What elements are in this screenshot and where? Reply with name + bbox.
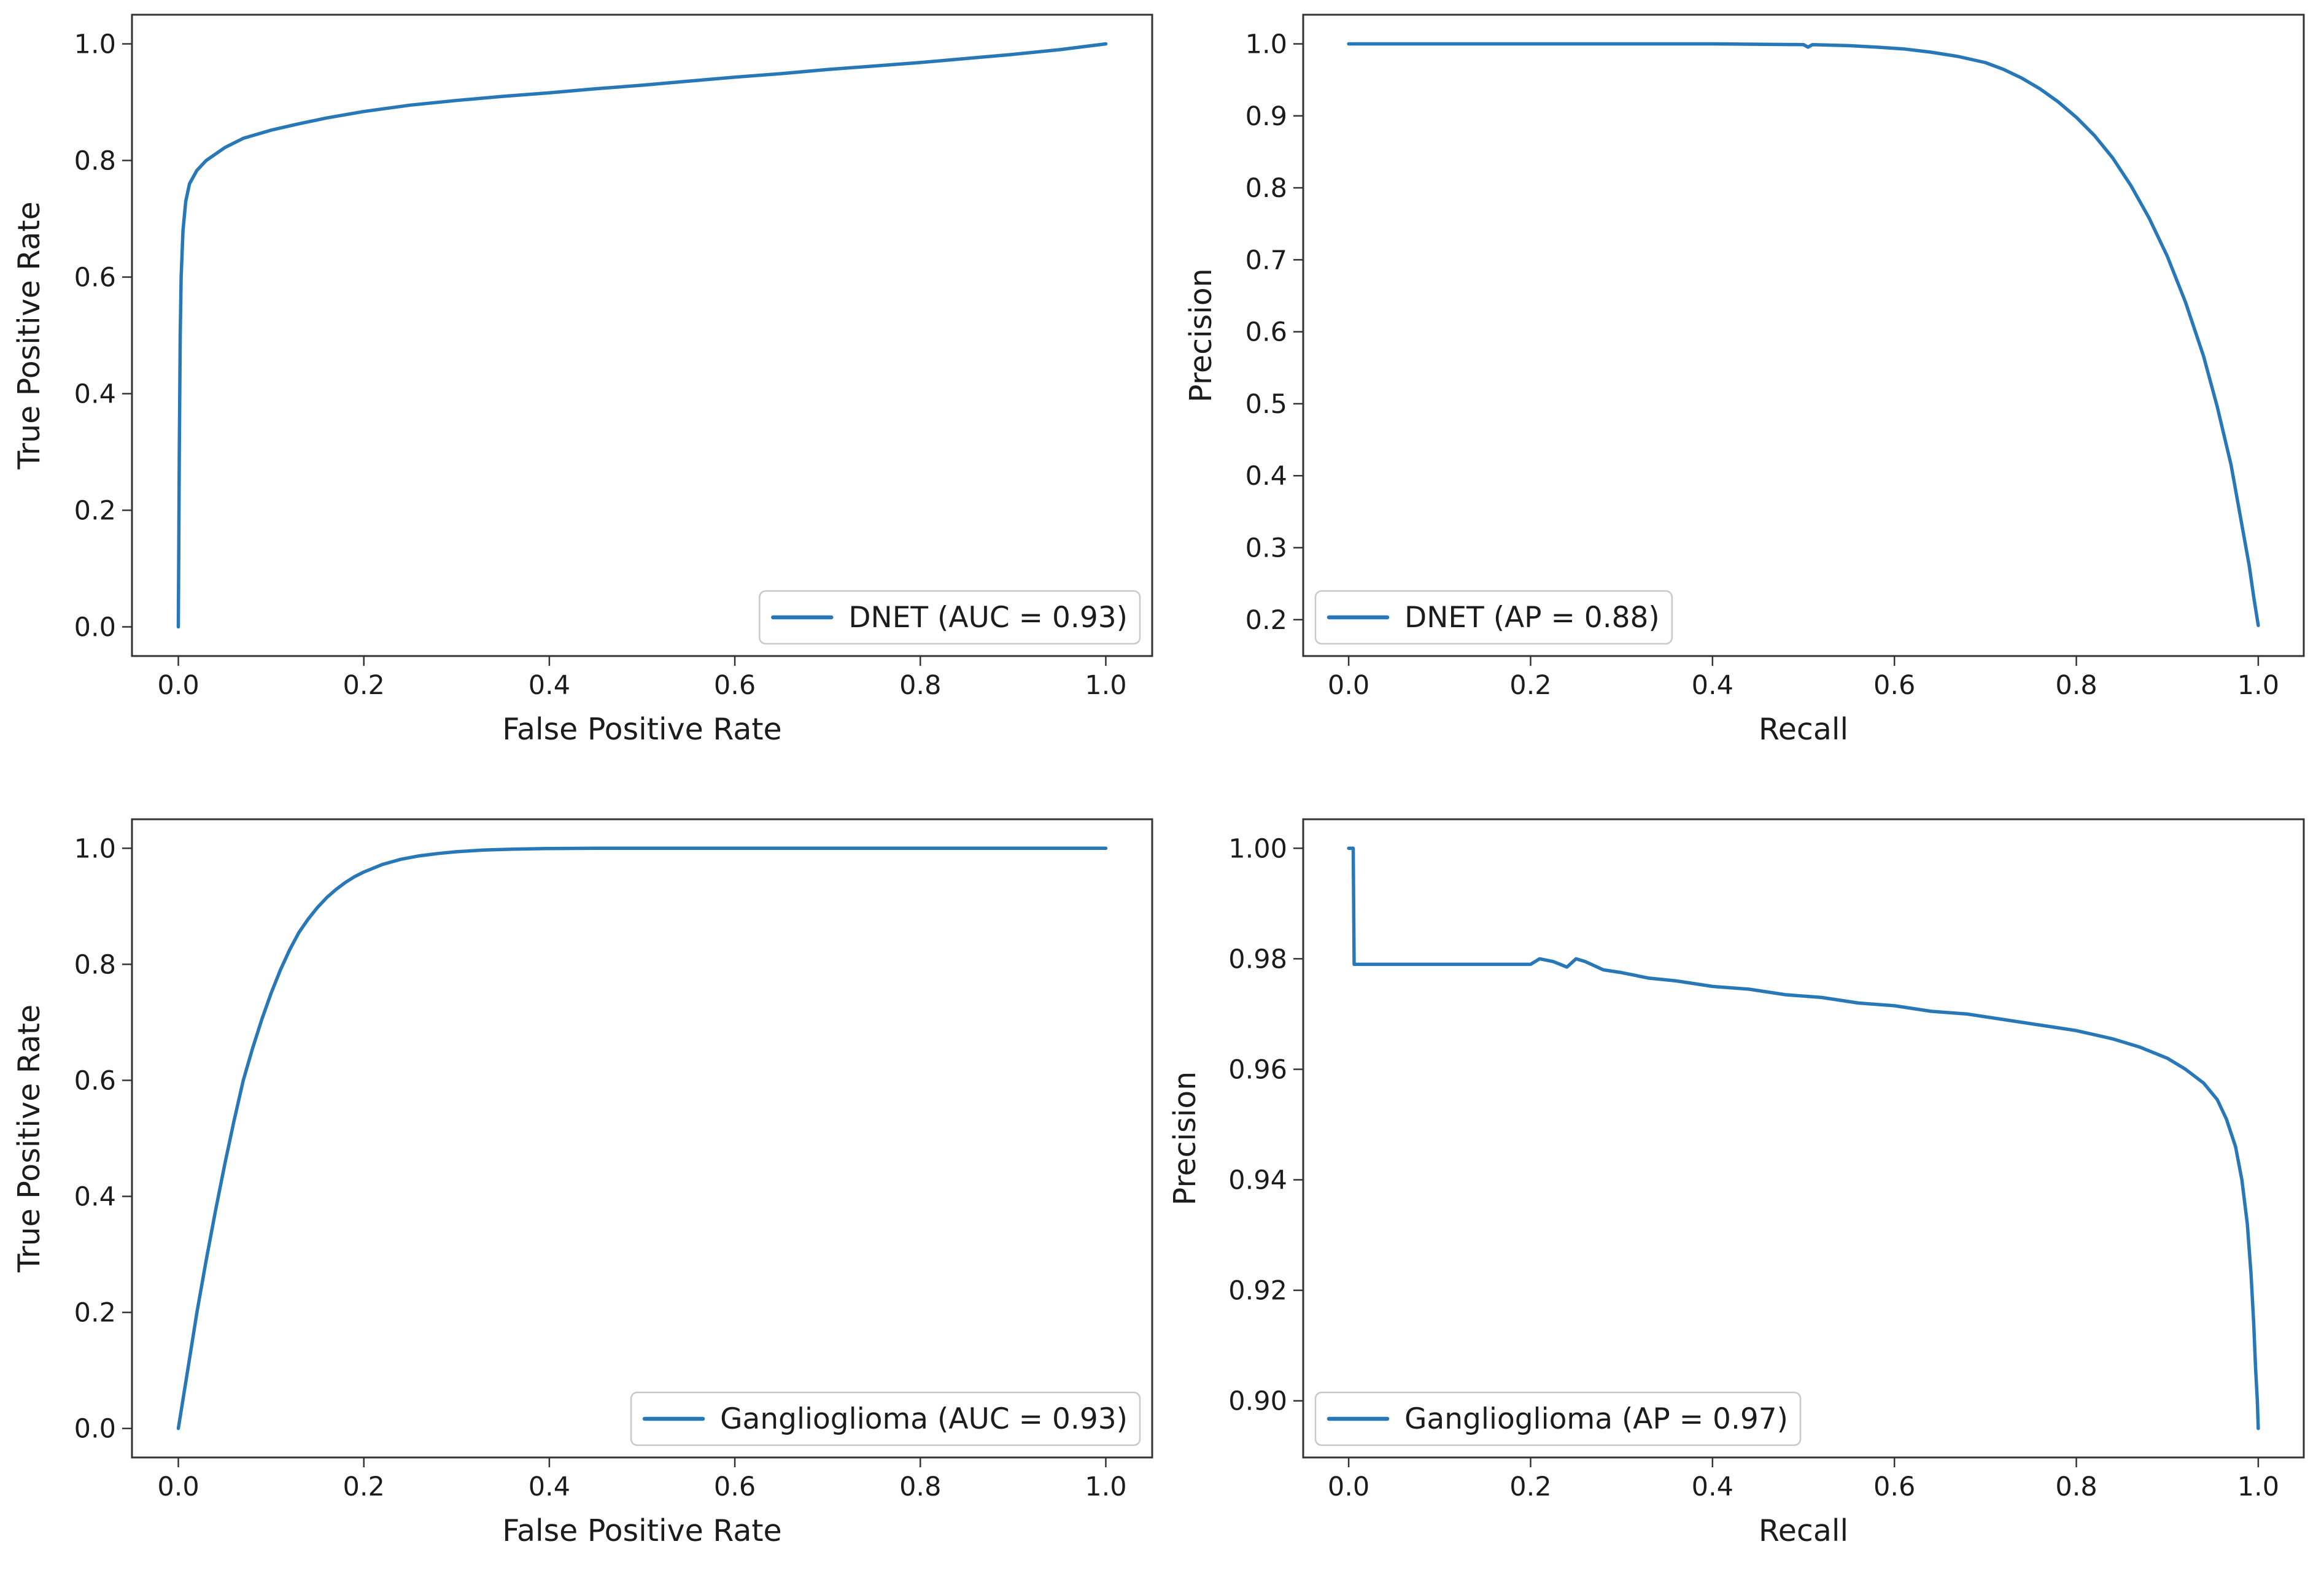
x-tick-label: 0.8 <box>2055 1472 2097 1502</box>
x-tick-label: 0.6 <box>714 1472 756 1502</box>
legend-frame <box>1314 590 1673 645</box>
legend: Ganglioglioma (AP = 0.97) <box>1314 1391 1802 1446</box>
y-tick-label: 0.6 <box>1245 317 1287 348</box>
x-axis-label: False Positive Rate <box>502 1513 781 1548</box>
y-tick-label: 0.4 <box>74 1182 116 1213</box>
x-tick-label: 1.0 <box>2237 670 2279 701</box>
data-line <box>176 846 1108 1430</box>
y-tick-label: 1.0 <box>74 29 116 60</box>
x-tick-label: 0.0 <box>157 1472 199 1502</box>
y-tick-label: 0.92 <box>1228 1276 1287 1307</box>
y-tick-label: 0.3 <box>1245 533 1287 563</box>
y-tick-label: 0.8 <box>1245 173 1287 204</box>
legend-label: Ganglioglioma (AP = 0.97) <box>1404 1402 1788 1436</box>
chart-pr-dnet: 0.0 0.2 0.4 0.6 0.8 1.0 1.0 0.9 0.8 0.7 0.6 0.5 0.4 0… <box>1183 14 2305 747</box>
y-tick-label: 0.6 <box>74 1065 116 1096</box>
x-tick-label: 0.0 <box>157 670 199 701</box>
x-axis-label: False Positive Rate <box>502 712 781 747</box>
y-tick-label: 1.0 <box>1245 29 1287 60</box>
y-tick-label: 0.98 <box>1228 944 1287 975</box>
plot-spines <box>131 818 1153 1459</box>
legend: Ganglioglioma (AUC = 0.93) <box>630 1391 1141 1446</box>
plot-spines <box>1302 818 2305 1459</box>
y-tick-label: 0.7 <box>1245 245 1287 276</box>
chart-roc-dnet: 0.0 0.2 0.4 0.6 0.8 1.0 0.0 0.2 0.4 0.6 0.8 1.0 Fals… <box>12 14 1153 747</box>
y-tick-label: 0.4 <box>74 379 116 410</box>
x-tick-label: 0.0 <box>1328 670 1369 701</box>
y-tick-label: 0.2 <box>74 1298 116 1329</box>
x-tick-label: 1.0 <box>1085 670 1126 701</box>
legend-label: DNET (AUC = 0.93) <box>848 601 1128 635</box>
y-tick-label: 0.90 <box>1228 1386 1287 1417</box>
data-line <box>176 42 1108 629</box>
legend-label: DNET (AP = 0.88) <box>1404 601 1660 635</box>
legend: DNET (AUC = 0.93) <box>759 590 1141 645</box>
legend-frame <box>759 590 1141 645</box>
y-tick-label: 1.00 <box>1228 833 1287 864</box>
x-tick-label: 0.2 <box>1509 1472 1551 1502</box>
y-tick-label: 0.4 <box>1245 461 1287 492</box>
y-tick-label: 0.2 <box>1245 605 1287 636</box>
x-tick-label: 1.0 <box>1085 1472 1126 1502</box>
y-axis-label: True Positive Rate <box>12 1005 47 1273</box>
x-axis-label: Recall <box>1759 712 1848 747</box>
x-tick-label: 0.6 <box>1873 1472 1915 1502</box>
plot-spines <box>1302 14 2305 657</box>
x-tick-label: 0.0 <box>1328 1472 1369 1502</box>
y-tick-label: 0.0 <box>74 612 116 643</box>
y-axis-label: Precision <box>1183 268 1218 403</box>
x-tick-label: 0.2 <box>343 1472 385 1502</box>
y-axis-label: Precision <box>1168 1071 1203 1206</box>
x-tick-label: 0.2 <box>343 670 385 701</box>
plot-spines <box>131 14 1153 657</box>
x-tick-label: 0.8 <box>2055 670 2097 701</box>
legend: DNET (AP = 0.88) <box>1314 590 1673 645</box>
y-tick-label: 0.6 <box>74 263 116 293</box>
x-tick-label: 0.4 <box>529 1472 570 1502</box>
y-tick-label: 0.96 <box>1228 1054 1287 1085</box>
y-tick-label: 0.0 <box>74 1414 116 1445</box>
chart-pr-ganglioglioma: 0.0 0.2 0.4 0.6 0.8 1.0 1.00 0.98 0.96 0.94 0.92 0.… <box>1168 818 2305 1548</box>
x-tick-label: 0.4 <box>1692 1472 1733 1502</box>
y-tick-label: 0.5 <box>1245 389 1287 420</box>
y-tick-label: 0.8 <box>74 146 116 177</box>
x-tick-label: 0.6 <box>1873 670 1915 701</box>
x-tick-label: 1.0 <box>2237 1472 2279 1502</box>
legend-label: Ganglioglioma (AUC = 0.93) <box>720 1402 1128 1436</box>
y-tick-label: 0.2 <box>74 496 116 527</box>
x-tick-label: 0.2 <box>1509 670 1551 701</box>
y-tick-label: 1.0 <box>74 833 116 864</box>
data-line <box>1347 42 2260 627</box>
y-tick-label: 0.9 <box>1245 101 1287 132</box>
x-axis-label: Recall <box>1759 1513 1848 1548</box>
x-tick-label: 0.8 <box>899 1472 941 1502</box>
data-line <box>1347 846 2260 1430</box>
y-tick-label: 0.8 <box>74 949 116 980</box>
y-tick-label: 0.94 <box>1228 1165 1287 1196</box>
x-tick-label: 0.4 <box>529 670 570 701</box>
legend-frame <box>1314 1391 1802 1446</box>
y-axis-label: True Positive Rate <box>12 201 47 469</box>
legend-frame <box>630 1391 1141 1446</box>
x-tick-label: 0.6 <box>714 670 756 701</box>
x-tick-label: 0.4 <box>1692 670 1733 701</box>
x-tick-label: 0.8 <box>899 670 941 701</box>
chart-roc-ganglioglioma: 0.0 0.2 0.4 0.6 0.8 1.0 0.0 0.2 0.4 0.6 0.8 1.0 Fals… <box>12 818 1153 1548</box>
